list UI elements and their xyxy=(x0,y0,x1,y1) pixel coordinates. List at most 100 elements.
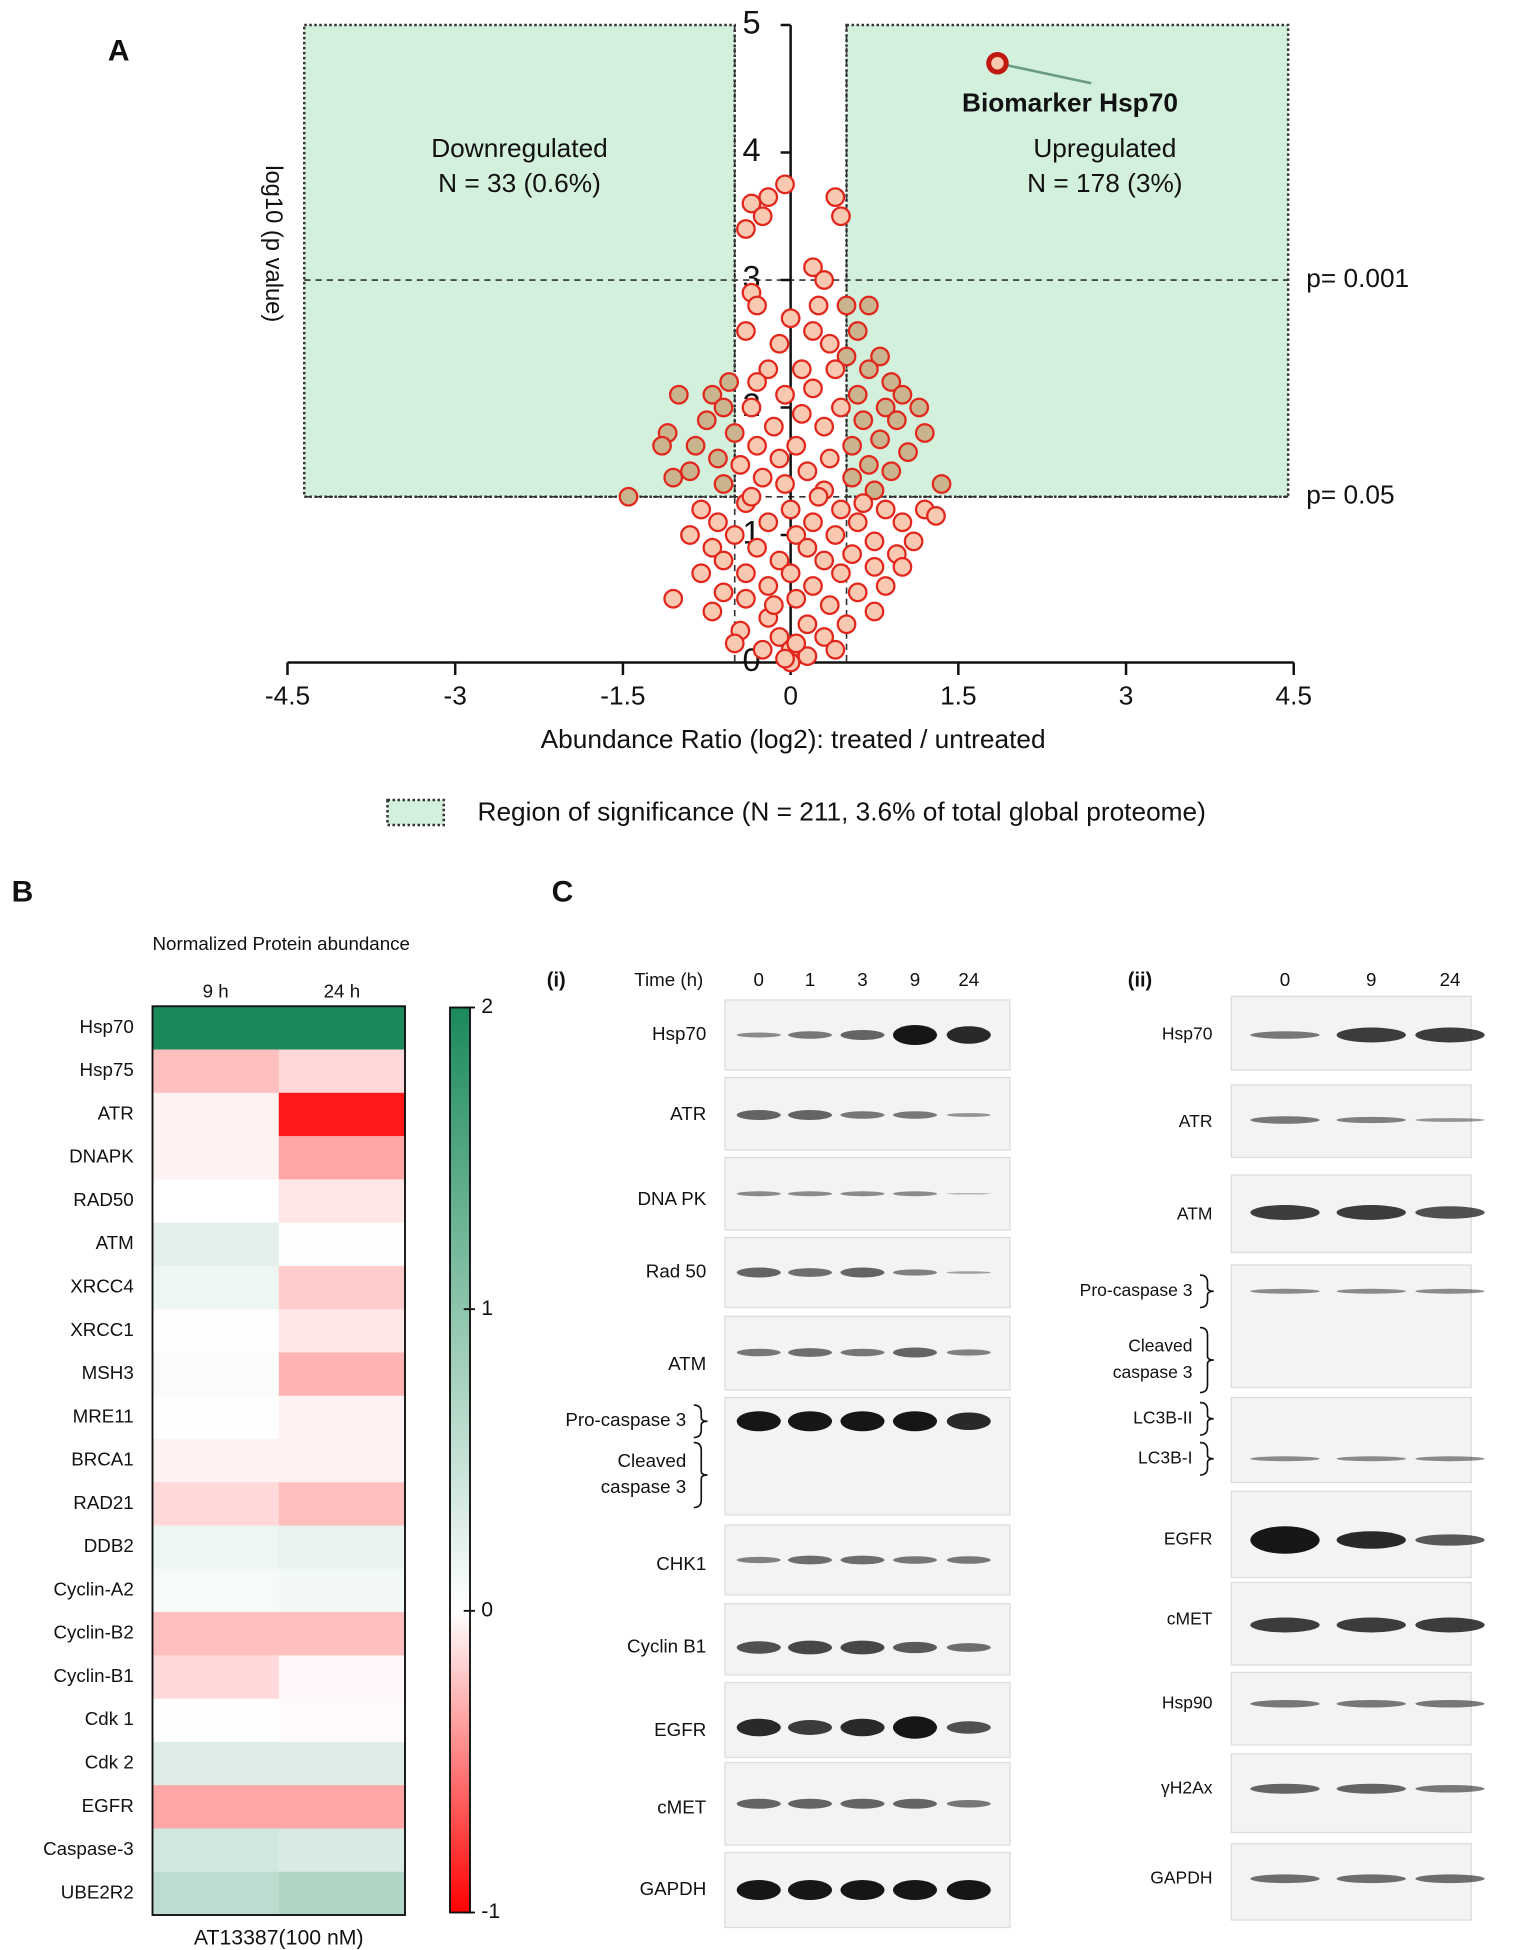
blot-band xyxy=(736,1641,781,1654)
blot-band xyxy=(1250,1617,1320,1633)
row-label: Caspase-3 xyxy=(43,1838,134,1859)
blot-row-label: ATR xyxy=(670,1103,706,1124)
blot-band xyxy=(736,1110,781,1120)
blot-panel-label: (i) xyxy=(547,970,566,992)
data-point xyxy=(853,493,874,513)
heatmap-cell xyxy=(278,1006,406,1051)
blot-band xyxy=(946,1193,991,1195)
data-point xyxy=(691,499,712,520)
region-label: Upregulated xyxy=(1033,133,1176,163)
region-label: Downregulated xyxy=(431,133,608,163)
blot-row-label: ATM xyxy=(668,1353,706,1374)
data-point xyxy=(708,448,728,469)
data-point xyxy=(803,257,823,278)
blot-row-label: ATM xyxy=(1177,1204,1213,1224)
row-label: BRCA1 xyxy=(71,1449,134,1470)
data-point xyxy=(652,435,672,456)
data-point xyxy=(791,404,812,424)
data-point xyxy=(680,525,700,545)
blot-band xyxy=(892,1191,938,1197)
row-label: Cyclin-B2 xyxy=(54,1622,134,1643)
blot-band xyxy=(840,1267,885,1278)
heatmap-cell xyxy=(278,1698,406,1743)
legend-swatch xyxy=(386,798,445,827)
heatmap-cell xyxy=(278,1785,406,1830)
data-point xyxy=(769,333,790,354)
heatmap-cell xyxy=(152,1439,280,1483)
data-point xyxy=(803,576,823,596)
blot-row-label: EGFR xyxy=(654,1719,706,1740)
data-point xyxy=(836,346,857,367)
heatmap-cell xyxy=(152,1006,280,1051)
y-axis-label: log10 (p value) xyxy=(260,165,287,322)
heatmap-cell xyxy=(152,1395,280,1440)
heatmap-cell xyxy=(152,1309,280,1354)
blot-row-label: Hsp90 xyxy=(1162,1692,1213,1712)
blot-band xyxy=(1415,1785,1485,1793)
blot-band xyxy=(892,1347,938,1358)
highlight-label: Biomarker Hsp70 xyxy=(962,87,1178,117)
blot-panel-label: (ii) xyxy=(1128,970,1152,992)
row-label: MRE11 xyxy=(73,1405,134,1426)
data-point xyxy=(819,595,840,616)
data-point xyxy=(864,480,885,501)
data-point xyxy=(831,397,851,418)
row-label: Hsp70 xyxy=(80,1016,134,1037)
x-tick-label: 1.5 xyxy=(940,680,977,710)
heatmap-cell xyxy=(278,1092,406,1137)
data-point xyxy=(680,461,700,482)
bracket xyxy=(1199,1441,1214,1476)
row-label: DDB2 xyxy=(84,1535,134,1556)
blot-band xyxy=(946,1412,991,1430)
data-point xyxy=(763,416,784,437)
data-point xyxy=(842,544,862,564)
x-tick-label: 0 xyxy=(783,680,798,710)
blot-band xyxy=(840,1640,885,1655)
data-point xyxy=(892,512,913,533)
data-point xyxy=(702,537,723,558)
heatmap-cell xyxy=(278,1612,406,1656)
data-point xyxy=(847,321,868,341)
data-point xyxy=(775,474,795,494)
data-point xyxy=(842,467,862,488)
blot-band xyxy=(1336,1617,1406,1633)
blot-row-label: DNA PK xyxy=(637,1188,706,1209)
blot-band xyxy=(736,1267,781,1278)
blot-row-label: LC3B-I xyxy=(1138,1447,1192,1467)
data-point xyxy=(758,576,779,596)
blot-band xyxy=(892,1716,938,1739)
panel-label: B xyxy=(12,876,34,909)
blot-band xyxy=(892,1025,938,1045)
data-point xyxy=(786,525,807,545)
blot-band xyxy=(1336,1116,1406,1124)
heatmap-cell xyxy=(152,1136,280,1180)
blot-band xyxy=(787,1191,833,1197)
blot-band xyxy=(787,1720,833,1735)
data-point xyxy=(724,633,745,654)
blot-band xyxy=(736,1880,781,1900)
data-point xyxy=(752,467,773,488)
blot-band xyxy=(1415,1288,1485,1294)
data-point xyxy=(752,639,773,660)
data-point xyxy=(847,582,868,603)
data-point xyxy=(892,384,913,405)
row-label: Cdk 1 xyxy=(85,1708,134,1729)
data-point xyxy=(775,648,795,669)
data-point xyxy=(847,384,868,405)
data-point xyxy=(702,601,723,622)
blot-band xyxy=(1336,1205,1406,1220)
data-point xyxy=(763,595,784,616)
data-point xyxy=(786,435,807,456)
data-point xyxy=(769,627,790,647)
blot-band xyxy=(1250,1526,1320,1554)
blot-band xyxy=(892,1556,938,1564)
annotation-leader xyxy=(997,62,1092,85)
y-tick-label: 5 xyxy=(743,5,761,41)
blot-band xyxy=(840,1191,885,1197)
data-point xyxy=(814,270,835,290)
heatmap-cell xyxy=(278,1828,406,1873)
data-point xyxy=(702,384,723,405)
blot-band xyxy=(787,1555,833,1565)
blot-band xyxy=(892,1798,938,1809)
